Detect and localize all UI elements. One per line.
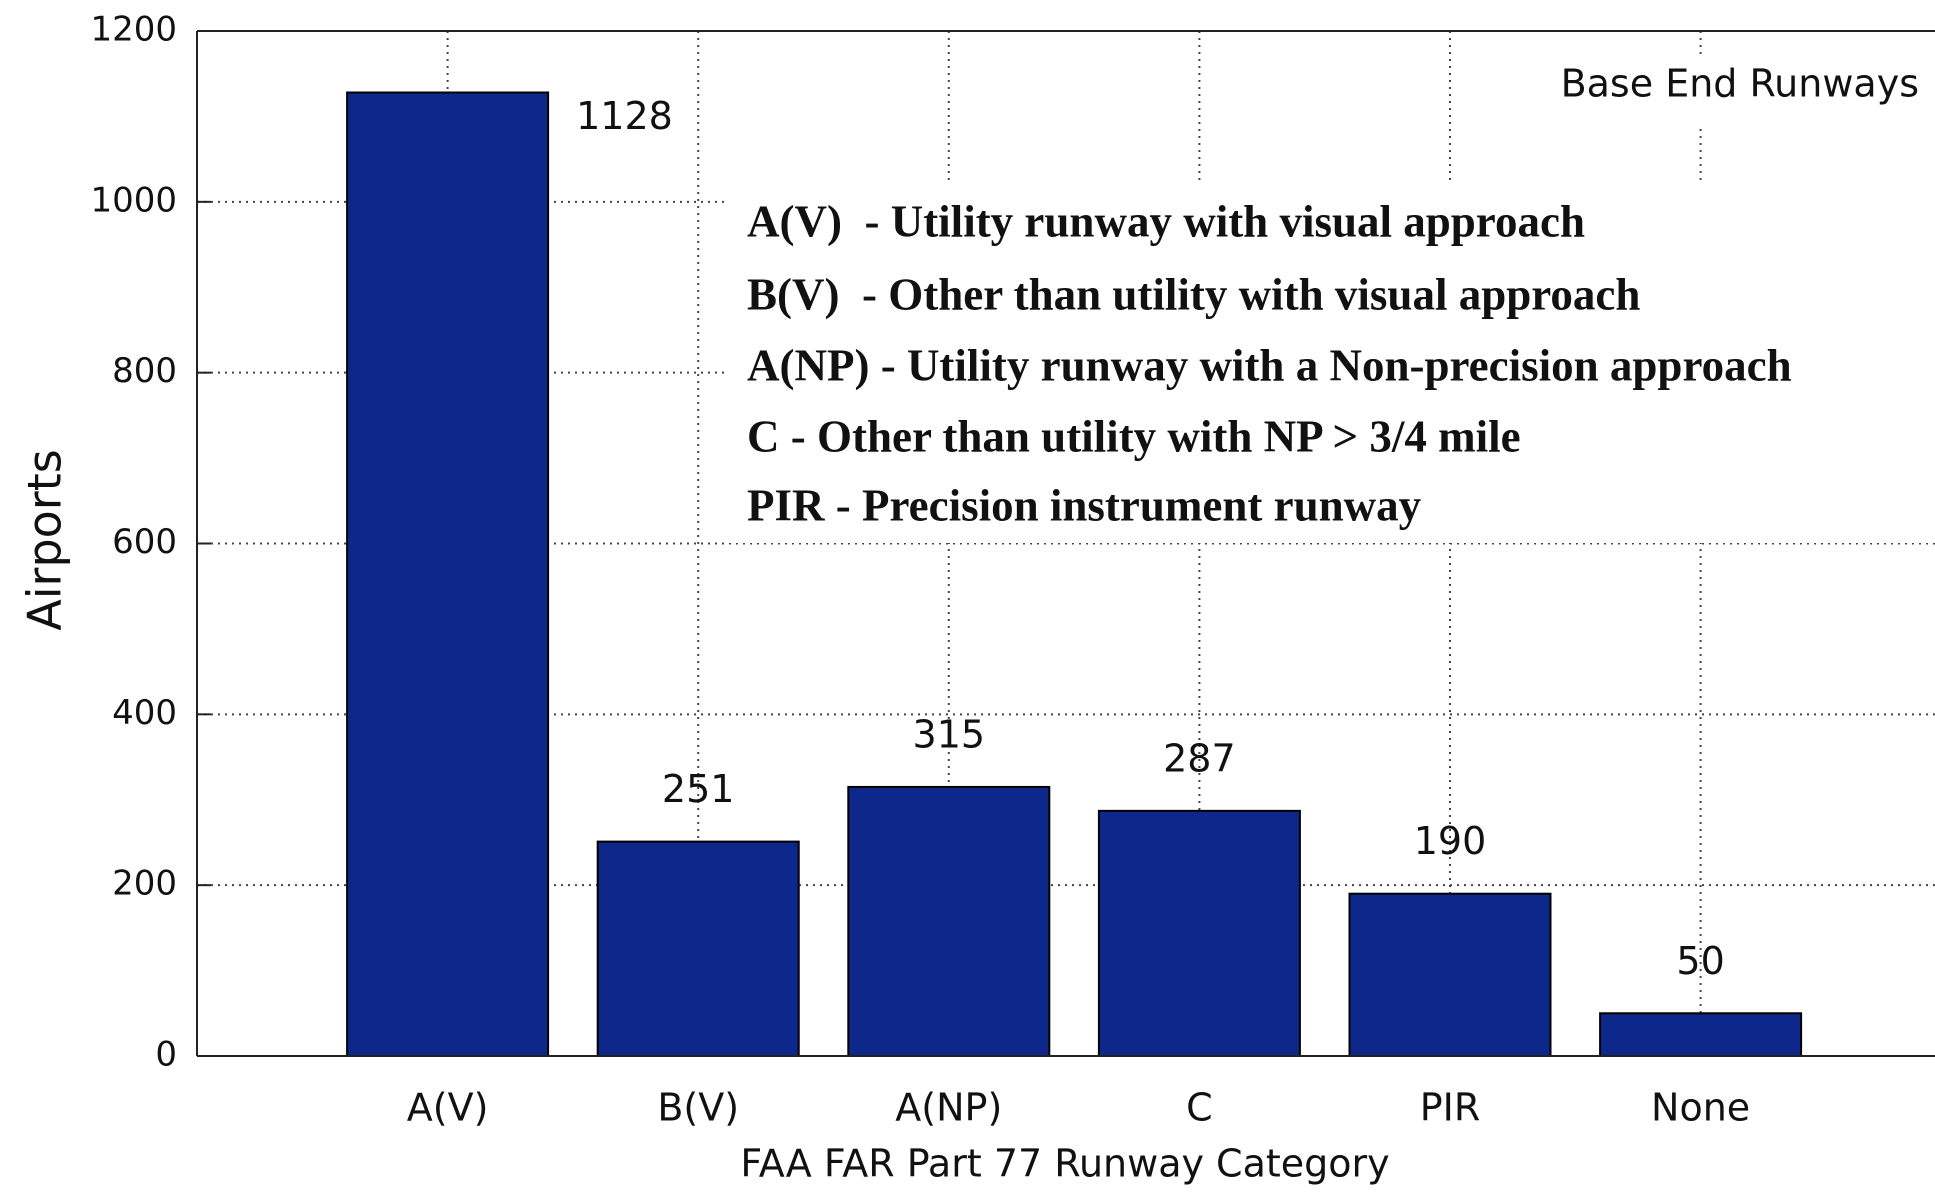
- x-tick-label: PIR: [1420, 1086, 1481, 1130]
- y-tick-label: 800: [112, 351, 177, 391]
- value-label: 1128: [576, 94, 673, 138]
- x-tick-label: A(V): [407, 1086, 489, 1130]
- bar: [1097, 809, 1301, 1058]
- bar: [596, 840, 800, 1058]
- x-tick-label: A(NP): [895, 1086, 1002, 1130]
- value-label: 287: [1163, 736, 1236, 780]
- y-tick-label: 1000: [90, 180, 177, 220]
- y-tick-label: 1200: [90, 10, 177, 50]
- x-axis-label: FAA FAR Part 77 Runway Category: [740, 1142, 1389, 1186]
- value-label: 190: [1414, 819, 1487, 863]
- bar: [346, 91, 550, 1057]
- note: PIR - Precision instrument runway: [747, 480, 1422, 530]
- y-tick-label: 400: [112, 693, 177, 733]
- y-tick-label: 200: [112, 864, 177, 904]
- value-label: 251: [662, 767, 735, 811]
- bar: [1348, 892, 1552, 1057]
- x-tick-label: None: [1651, 1086, 1750, 1130]
- note: A(NP) - Utility runway with a Non-precis…: [747, 340, 1792, 390]
- note: B(V) - Other than utility with visual ap…: [747, 269, 1640, 319]
- x-tick-label: C: [1186, 1086, 1213, 1130]
- y-tick-label: 600: [112, 522, 177, 562]
- notes-background: [728, 185, 1935, 543]
- bar: [847, 785, 1051, 1057]
- y-axis-label: Airports: [18, 449, 72, 630]
- x-tick-label: B(V): [657, 1086, 739, 1130]
- annotation: Base End Runways: [1561, 62, 1919, 106]
- bar: [1599, 1012, 1803, 1058]
- annotation-background: [1505, 55, 1935, 125]
- note: A(V) - Utility runway with visual approa…: [747, 196, 1585, 246]
- note: C - Other than utility with NP > 3/4 mil…: [747, 411, 1521, 461]
- value-label: 50: [1676, 939, 1724, 983]
- value-label: 315: [913, 712, 986, 756]
- y-tick-label: 0: [155, 1035, 177, 1075]
